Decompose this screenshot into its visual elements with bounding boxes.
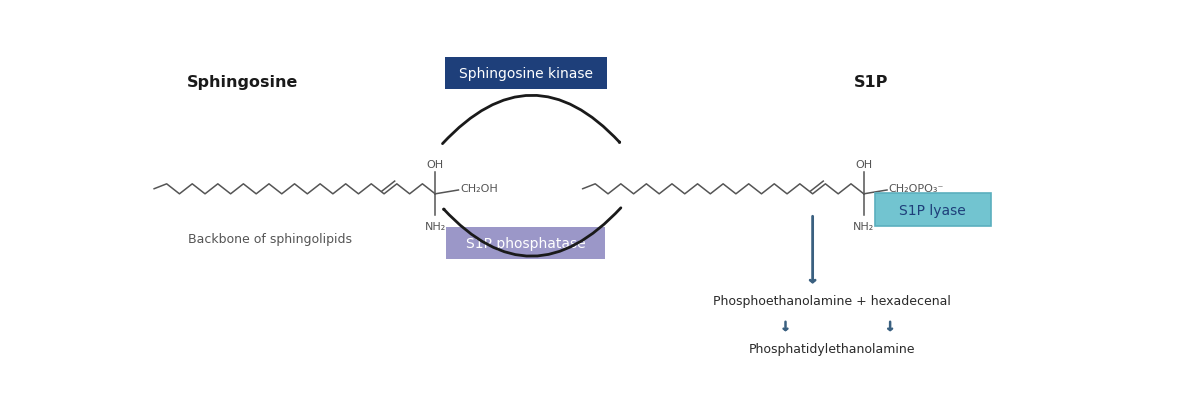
FancyBboxPatch shape xyxy=(446,227,605,259)
Text: OH: OH xyxy=(856,160,872,170)
Text: NH₂: NH₂ xyxy=(853,221,875,231)
Text: S1P phosphatase: S1P phosphatase xyxy=(466,236,586,250)
Text: Phosphoethanolamine + hexadecenal: Phosphoethanolamine + hexadecenal xyxy=(713,294,950,308)
Text: NH₂: NH₂ xyxy=(425,221,446,231)
FancyArrowPatch shape xyxy=(444,208,620,256)
Text: Sphingosine kinase: Sphingosine kinase xyxy=(458,67,593,81)
Text: CH₂OPO₃⁻: CH₂OPO₃⁻ xyxy=(888,184,944,194)
Text: CH₂OH: CH₂OH xyxy=(460,184,498,194)
Text: S1P: S1P xyxy=(853,74,888,89)
Text: Phosphatidylethanolamine: Phosphatidylethanolamine xyxy=(749,342,916,355)
Text: Sphingosine: Sphingosine xyxy=(187,74,299,89)
Text: OH: OH xyxy=(427,160,444,170)
FancyBboxPatch shape xyxy=(875,194,991,226)
Text: Backbone of sphingolipids: Backbone of sphingolipids xyxy=(188,232,352,245)
FancyBboxPatch shape xyxy=(444,58,607,90)
Text: S1P lyase: S1P lyase xyxy=(899,203,966,217)
FancyArrowPatch shape xyxy=(443,96,619,144)
